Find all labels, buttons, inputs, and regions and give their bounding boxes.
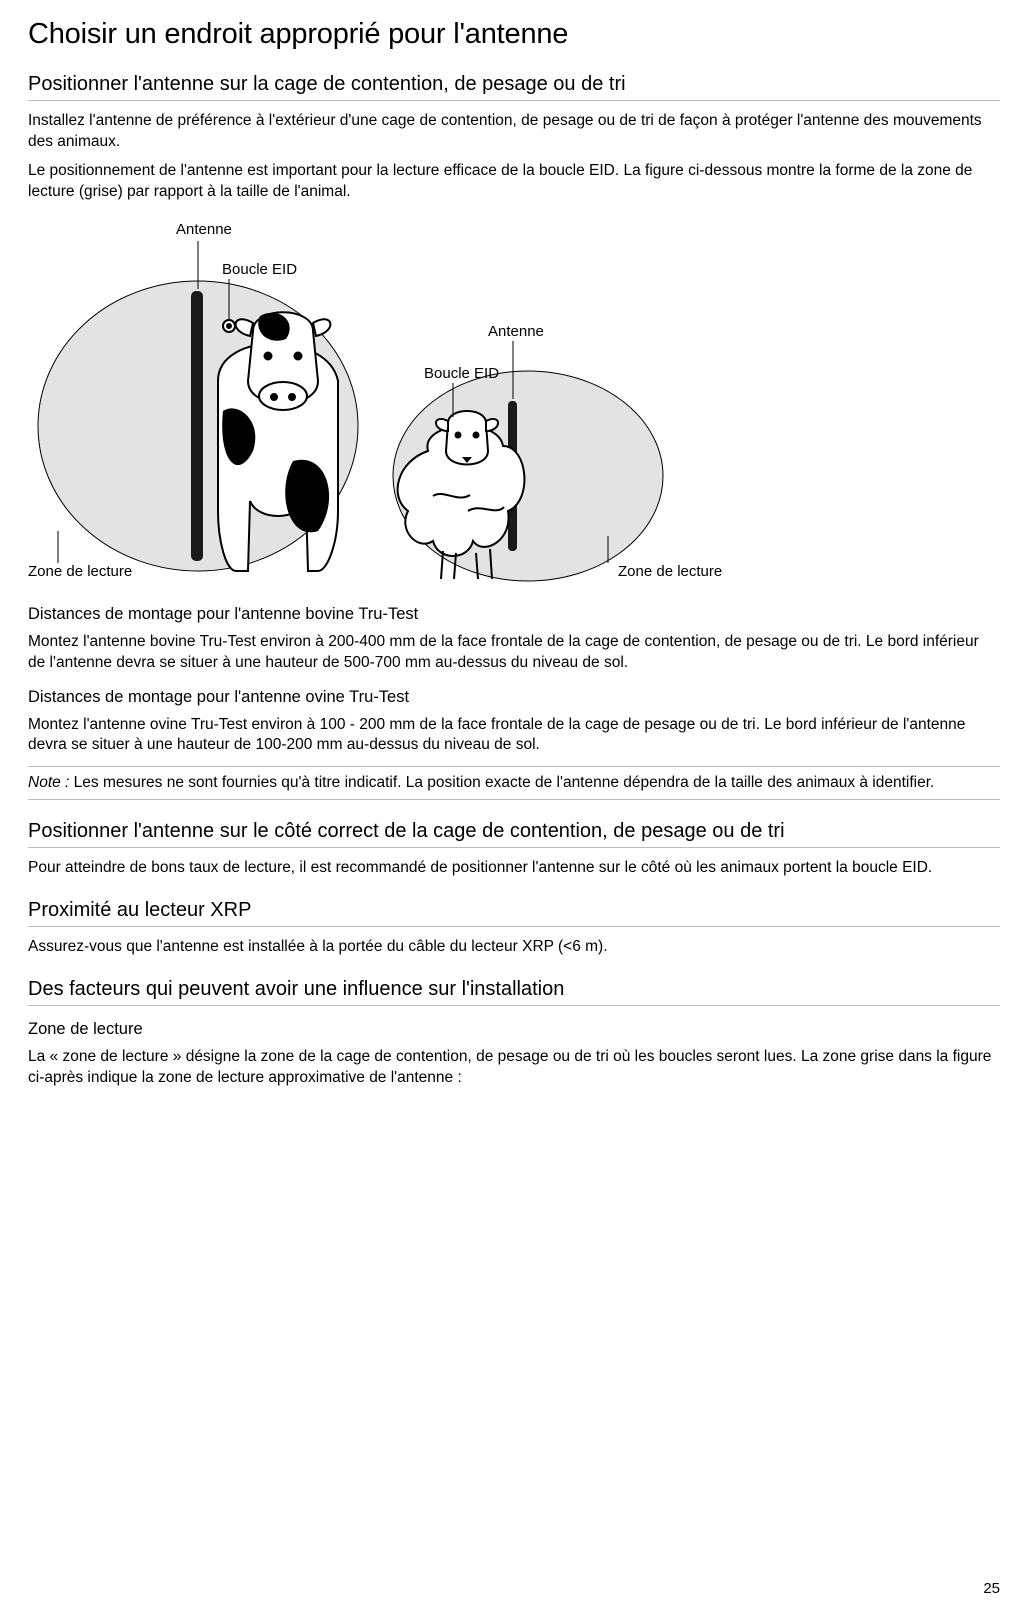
intro-paragraph-1: Installez l'antenne de préférence à l'ex… bbox=[28, 111, 1000, 153]
diagram-label-zone-cow: Zone de lecture bbox=[28, 563, 132, 580]
section-heading-proximity: Proximité au lecteur XRP bbox=[28, 899, 1000, 927]
note-row: Note : Les mesures ne sont fournies qu'à… bbox=[28, 766, 1000, 800]
diagram-label-boucle-sheep: Boucle EID bbox=[424, 365, 499, 382]
diagram-label-antenne-cow: Antenne bbox=[176, 221, 232, 238]
antenna-diagram: Antenne Boucle EID Zone de lecture Anten… bbox=[28, 211, 748, 591]
subheading-bovine-distances: Distances de montage pour l'antenne bovi… bbox=[28, 605, 1000, 624]
correct-side-text: Pour atteindre de bons taux de lecture, … bbox=[28, 858, 1000, 879]
proximity-text: Assurez-vous que l'antenne est installée… bbox=[28, 937, 1000, 958]
diagram-label-antenne-sheep: Antenne bbox=[488, 323, 544, 340]
note-text: Les mesures ne sont fournies qu'à titre … bbox=[69, 774, 934, 791]
section-heading-position: Positionner l'antenne sur la cage de con… bbox=[28, 73, 1000, 101]
diagram-label-zone-sheep: Zone de lecture bbox=[618, 563, 722, 580]
page-number: 25 bbox=[983, 1580, 1000, 1597]
page-title: Choisir un endroit approprié pour l'ante… bbox=[28, 18, 1000, 51]
subheading-zone-lecture: Zone de lecture bbox=[28, 1020, 1000, 1039]
cow-antenna-icon bbox=[191, 291, 203, 561]
subheading-ovine-distances: Distances de montage pour l'antenne ovin… bbox=[28, 688, 1000, 707]
note-label: Note : bbox=[28, 774, 69, 791]
ovine-distances-text: Montez l'antenne ovine Tru-Test environ … bbox=[28, 715, 1000, 757]
section-heading-factors: Des facteurs qui peuvent avoir une influ… bbox=[28, 978, 1000, 1006]
zone-lecture-text: La « zone de lecture » désigne la zone d… bbox=[28, 1047, 1000, 1089]
intro-paragraph-2: Le positionnement de l'antenne est impor… bbox=[28, 161, 1000, 203]
section-heading-correct-side: Positionner l'antenne sur le côté correc… bbox=[28, 820, 1000, 848]
bovine-distances-text: Montez l'antenne bovine Tru-Test environ… bbox=[28, 632, 1000, 674]
diagram-label-boucle-cow: Boucle EID bbox=[222, 261, 297, 278]
